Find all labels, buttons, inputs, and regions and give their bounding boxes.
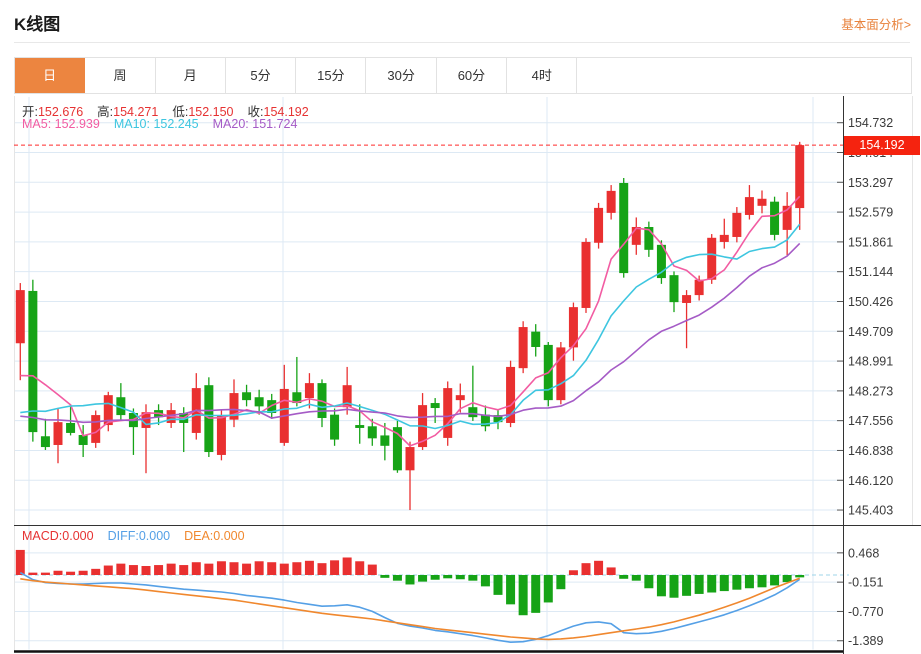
y-axis-label: 146.120 — [848, 474, 893, 488]
ohlc-high-label: 高: — [97, 105, 114, 119]
current-price-badge: 154.192 — [844, 136, 920, 155]
period-tab-bar: 日周月 5分 15分 30分 60分 4时 — [14, 57, 912, 94]
ohlc-close-label: 收: — [247, 105, 264, 119]
ohlc-open: 开:152.676 — [22, 105, 83, 119]
ma-ma5-label: MA5: — [22, 117, 55, 131]
tab-15分[interactable]: 15分 — [296, 58, 367, 93]
y-axis-label: -1.389 — [848, 634, 883, 648]
ohlc-low-label: 低: — [172, 105, 189, 119]
page-title: K线图 — [14, 15, 61, 34]
tab-60分[interactable]: 60分 — [437, 58, 508, 93]
y-axis-label: 147.556 — [848, 414, 893, 428]
y-axis-label: 148.273 — [848, 384, 893, 398]
tab-周[interactable]: 周 — [85, 58, 156, 93]
grid-layer — [14, 96, 913, 652]
macd-dea: DEA:0.000 — [184, 529, 244, 543]
y-axis-labels: 154.732154.014153.297152.579151.861151.1… — [837, 116, 893, 648]
title-divider — [14, 42, 910, 43]
ohlc-close: 收:154.192 — [248, 105, 309, 119]
y-axis-label: -0.770 — [848, 605, 883, 619]
ma-ma5-value: 152.939 — [54, 117, 100, 131]
ma5-line — [20, 195, 801, 447]
ma-ma20-label: MA20: — [212, 117, 253, 131]
tab-5分[interactable]: 5分 — [226, 58, 297, 93]
ohlc-low: 低:152.150 — [172, 105, 233, 119]
macd-diff-value: 0.000 — [138, 529, 171, 543]
dea-line — [20, 577, 800, 641]
y-axis-label: 152.579 — [848, 206, 893, 220]
tab-日[interactable]: 日 — [15, 58, 86, 93]
y-axis-label: 145.403 — [848, 504, 893, 518]
ma20-line — [20, 242, 801, 424]
y-axis-label: 149.709 — [848, 325, 893, 339]
macd-bars-layer — [15, 549, 805, 616]
macd-diff: DIFF:0.000 — [108, 529, 171, 543]
ma-ma5: MA5: 152.939 — [22, 117, 100, 131]
ma-ma10-label: MA10: — [113, 117, 154, 131]
ohlc-open-value: 152.676 — [37, 105, 84, 119]
fundamental-analysis-link[interactable]: 基本面分析> — [841, 18, 911, 32]
ma-ma20-value: 151.724 — [252, 117, 298, 131]
tab-月[interactable]: 月 — [156, 58, 226, 93]
macd-dea-label: DEA: — [184, 529, 214, 543]
ohlc-legend: 开:152.676 高:154.271 低:152.150 收:154.192 — [22, 101, 323, 120]
ma10-line — [20, 223, 801, 430]
ma-ma20: MA20: 151.724 — [213, 117, 298, 131]
tab-30分[interactable]: 30分 — [366, 58, 437, 93]
separator-lines — [14, 96, 921, 654]
candles-layer — [15, 141, 805, 511]
y-axis-label: 153.297 — [848, 176, 893, 190]
ma-ma10-value: 152.245 — [153, 117, 199, 131]
y-axis-label: 151.144 — [848, 265, 893, 279]
ohlc-high-value: 154.271 — [113, 105, 159, 119]
ohlc-open-label: 开: — [22, 105, 38, 119]
macd-macd: MACD:0.000 — [22, 529, 94, 543]
macd-diff-label: DIFF: — [107, 529, 139, 543]
y-axis-label: -0.151 — [848, 576, 883, 590]
macd-legend: MACD:0.000 DIFF:0.000 DEA:0.000 — [22, 529, 259, 543]
macd-dea-value: 0.000 — [213, 529, 245, 543]
y-axis-label: 148.991 — [848, 355, 893, 369]
y-axis-label: 0.468 — [848, 546, 879, 560]
y-axis-label: 154.732 — [848, 116, 893, 130]
tab-4时[interactable]: 4时 — [507, 58, 578, 93]
ohlc-low-value: 152.150 — [188, 105, 234, 119]
ma-legend: MA5: 152.939 MA10: 152.245 MA20: 151.724 — [22, 117, 311, 131]
diff-line — [19, 571, 801, 644]
y-axis-label: 151.861 — [848, 235, 893, 249]
y-axis-label: 146.838 — [848, 444, 893, 458]
ohlc-high: 高:154.271 — [97, 105, 158, 119]
macd-macd-label: MACD: — [22, 529, 63, 543]
ma-ma10: MA10: 152.245 — [114, 117, 199, 131]
ohlc-close-value: 154.192 — [263, 105, 309, 119]
y-axis-label: 150.426 — [848, 295, 893, 309]
macd-macd-value: 0.000 — [62, 529, 94, 543]
